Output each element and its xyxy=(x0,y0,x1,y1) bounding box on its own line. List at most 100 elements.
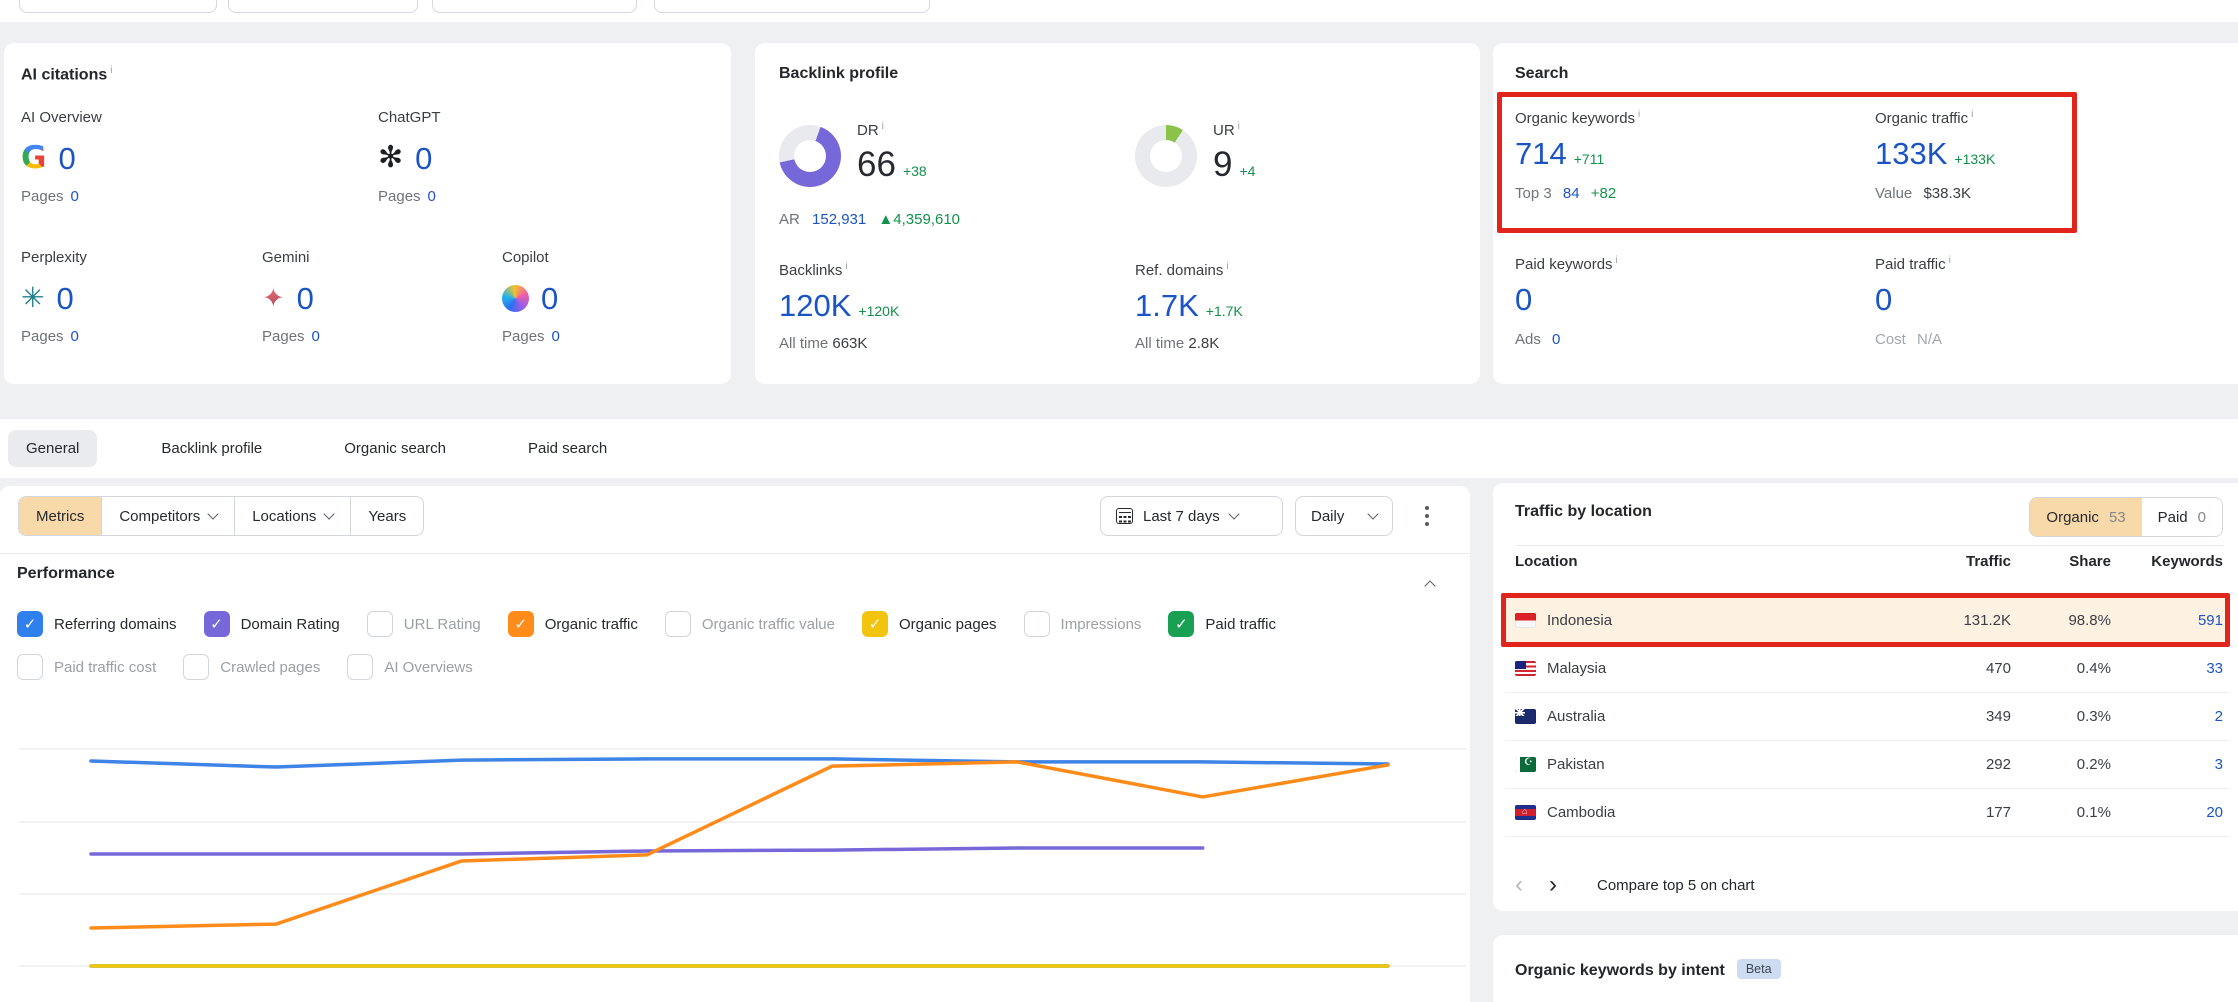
info-icon[interactable]: i xyxy=(1615,255,1618,266)
info-icon[interactable]: i xyxy=(1948,255,1951,266)
cropped-input-box[interactable] xyxy=(432,0,637,13)
organic-traffic-value[interactable]: 133K xyxy=(1875,136,1948,171)
tab-general[interactable]: General xyxy=(8,430,98,467)
checkbox-icon: ✓ xyxy=(664,611,691,637)
prev-page-icon[interactable]: ‹ xyxy=(1515,871,1523,898)
info-icon[interactable]: i xyxy=(845,261,848,272)
search-card: Search Organic keywords i 714 +711 Top 3 … xyxy=(1493,43,2238,384)
table-row-malaysia[interactable]: Malaysia 470 0.4% 33 xyxy=(1505,645,2230,693)
dr-value: 66 xyxy=(857,145,896,184)
toggle-organic[interactable]: Organic 53 xyxy=(2030,498,2142,536)
more-options-kebab-icon[interactable] xyxy=(1415,496,1439,536)
search-title: Search xyxy=(1515,65,1569,82)
checkbox-ai-overviews[interactable]: ✓AI Overviews xyxy=(347,654,473,680)
table-row-cambodia[interactable]: Cambodia 177 0.1% 20 xyxy=(1505,789,2230,837)
checkbox-icon: ✓ xyxy=(347,654,374,680)
copilot-icon xyxy=(502,284,529,312)
checkbox-icon: ✓ xyxy=(861,611,888,637)
organic-keywords-delta: +711 xyxy=(1573,151,1605,167)
pages-value[interactable]: 0 xyxy=(551,328,560,345)
pages-value[interactable]: 0 xyxy=(70,188,79,205)
metric-checkbox-row-2: ✓Paid traffic cost ✓Crawled pages ✓AI Ov… xyxy=(17,654,473,680)
keywords-link[interactable]: 2 xyxy=(2214,708,2223,725)
pages-label: Pages xyxy=(502,328,545,345)
backlink-profile-title: Backlink profile xyxy=(779,65,899,82)
granularity-button[interactable]: Daily xyxy=(1295,496,1393,536)
divider xyxy=(1515,545,2223,546)
backlinks-label: Backlinks i xyxy=(779,261,848,279)
toggle-paid[interactable]: Paid 0 xyxy=(2141,498,2222,536)
ads-value[interactable]: 0 xyxy=(1552,331,1561,348)
checkbox-crawled-pages[interactable]: ✓Crawled pages xyxy=(183,654,320,680)
top3-value[interactable]: 84 xyxy=(1562,185,1580,202)
info-icon[interactable]: i xyxy=(1237,121,1240,132)
pages-value[interactable]: 0 xyxy=(70,328,79,345)
info-icon[interactable]: i xyxy=(1971,109,1974,120)
pages-value[interactable]: 0 xyxy=(311,328,320,345)
checkbox-referring-domains[interactable]: ✓ Referring domains xyxy=(17,611,177,637)
organic-keywords-value[interactable]: 714 xyxy=(1515,136,1567,171)
table-row-indonesia[interactable]: Indonesia 131.2K 98.8% 591 xyxy=(1505,597,2230,645)
ai-engine-ai-overview: AI Overview G 0 Pages 0 xyxy=(21,109,102,205)
checkbox-impressions[interactable]: ✓Impressions xyxy=(1023,611,1141,637)
table-row-australia[interactable]: Australia 349 0.3% 2 xyxy=(1505,693,2230,741)
traffic-by-location-title: Traffic by location xyxy=(1515,503,1652,520)
backlinks-value[interactable]: 120K xyxy=(779,288,852,323)
traffic-by-location-panel: Traffic by location Organic 53 Paid 0 Loca… xyxy=(1493,483,2238,911)
info-icon[interactable]: i xyxy=(1638,109,1641,120)
paid-traffic-value[interactable]: 0 xyxy=(1875,282,1893,317)
date-range-button[interactable]: Last 7 days xyxy=(1100,496,1283,536)
engine-value: 0 xyxy=(56,280,74,316)
checkbox-icon: ✓ xyxy=(183,654,210,680)
table-row-pakistan[interactable]: Pakistan 292 0.2% 3 xyxy=(1505,741,2230,789)
ref-domains-value[interactable]: 1.7K xyxy=(1135,288,1199,323)
organic-keywords-label: Organic keywords i xyxy=(1515,109,1641,127)
checkbox-organic-traffic[interactable]: ✓ Organic traffic xyxy=(507,611,638,637)
info-icon[interactable]: i xyxy=(110,65,113,76)
tab-backlink-profile[interactable]: Backlink profile xyxy=(161,440,263,457)
ai-citations-title: AI citations i xyxy=(21,65,113,84)
checkbox-icon: ✓ xyxy=(366,611,393,637)
ai-citations-card: AI citations i AI Overview G 0 Pages 0 Cha… xyxy=(4,43,731,384)
flag-cambodia-icon xyxy=(1515,805,1536,820)
compare-top5-link[interactable]: Compare top 5 on chart xyxy=(1597,876,1755,894)
engine-value: 0 xyxy=(415,140,433,176)
next-page-icon[interactable]: › xyxy=(1549,871,1557,898)
checkbox-paid-traffic[interactable]: ✓ Paid traffic xyxy=(1168,611,1276,637)
collapse-chevron-icon[interactable] xyxy=(1424,580,1436,592)
tab-paid-search[interactable]: Paid search xyxy=(527,440,608,457)
metric-checkbox-row-1: ✓Referring domains ✓Domain Rating ✓URL R… xyxy=(17,611,1276,637)
cropped-input-box[interactable] xyxy=(654,0,930,13)
checkbox-url-rating[interactable]: ✓URL Rating xyxy=(366,611,481,637)
keywords-by-intent-panel: Organic keywords by intent Beta xyxy=(1493,935,2238,1002)
keywords-link[interactable]: 33 xyxy=(2206,660,2223,677)
tab-organic-search[interactable]: Organic search xyxy=(344,440,446,457)
ar-value[interactable]: 152,931 xyxy=(812,211,867,228)
chevron-down-icon xyxy=(1228,508,1240,520)
cropped-input-box[interactable] xyxy=(228,0,418,13)
engine-label: ChatGPT xyxy=(378,109,441,126)
segment-locations[interactable]: Locations xyxy=(235,497,352,535)
pages-value[interactable]: 0 xyxy=(427,188,436,205)
column-traffic: Traffic xyxy=(1965,553,2011,570)
keywords-link[interactable]: 591 xyxy=(2197,612,2223,629)
info-icon[interactable]: i xyxy=(1226,261,1229,272)
cropped-input-box[interactable] xyxy=(19,0,217,13)
performance-line-chart[interactable] xyxy=(0,700,1470,1002)
checkbox-paid-traffic-cost[interactable]: ✓Paid traffic cost xyxy=(17,654,156,680)
segment-competitors[interactable]: Competitors xyxy=(102,497,236,535)
keywords-link[interactable]: 20 xyxy=(2206,804,2223,821)
column-location: Location xyxy=(1515,553,1578,570)
segment-years[interactable]: Years xyxy=(368,507,407,525)
checkbox-organic-traffic-value[interactable]: ✓Organic traffic value xyxy=(664,611,835,637)
checkbox-domain-rating[interactable]: ✓ Domain Rating xyxy=(203,611,340,637)
location-table-header: Location Traffic Share Keywords xyxy=(1515,553,2223,570)
keywords-link[interactable]: 3 xyxy=(2214,756,2223,773)
segment-metrics[interactable]: Metrics xyxy=(19,497,103,535)
paid-keywords-value[interactable]: 0 xyxy=(1515,282,1533,317)
backlink-profile-card: Backlink profile DR i 66 +38 AR 152,931 ▲… xyxy=(755,43,1480,384)
ar-delta: ▲4,359,610 xyxy=(878,211,961,228)
info-icon[interactable]: i xyxy=(881,121,884,132)
checkbox-organic-pages[interactable]: ✓ Organic pages xyxy=(861,611,997,637)
